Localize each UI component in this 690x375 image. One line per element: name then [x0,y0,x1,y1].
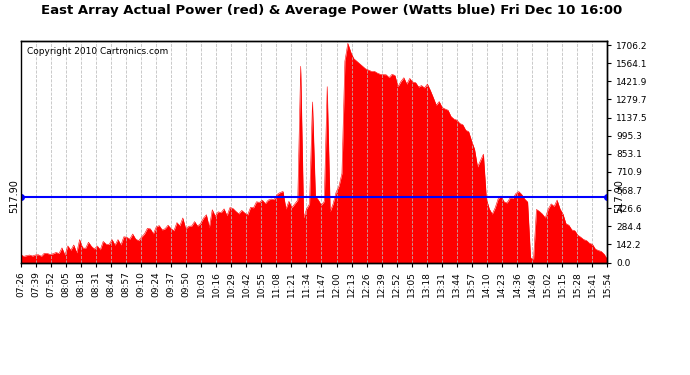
Text: 517.90: 517.90 [615,180,624,213]
Text: East Array Actual Power (red) & Average Power (Watts blue) Fri Dec 10 16:00: East Array Actual Power (red) & Average … [41,4,622,17]
Text: 517.90: 517.90 [9,180,19,213]
Text: Copyright 2010 Cartronics.com: Copyright 2010 Cartronics.com [26,47,168,56]
